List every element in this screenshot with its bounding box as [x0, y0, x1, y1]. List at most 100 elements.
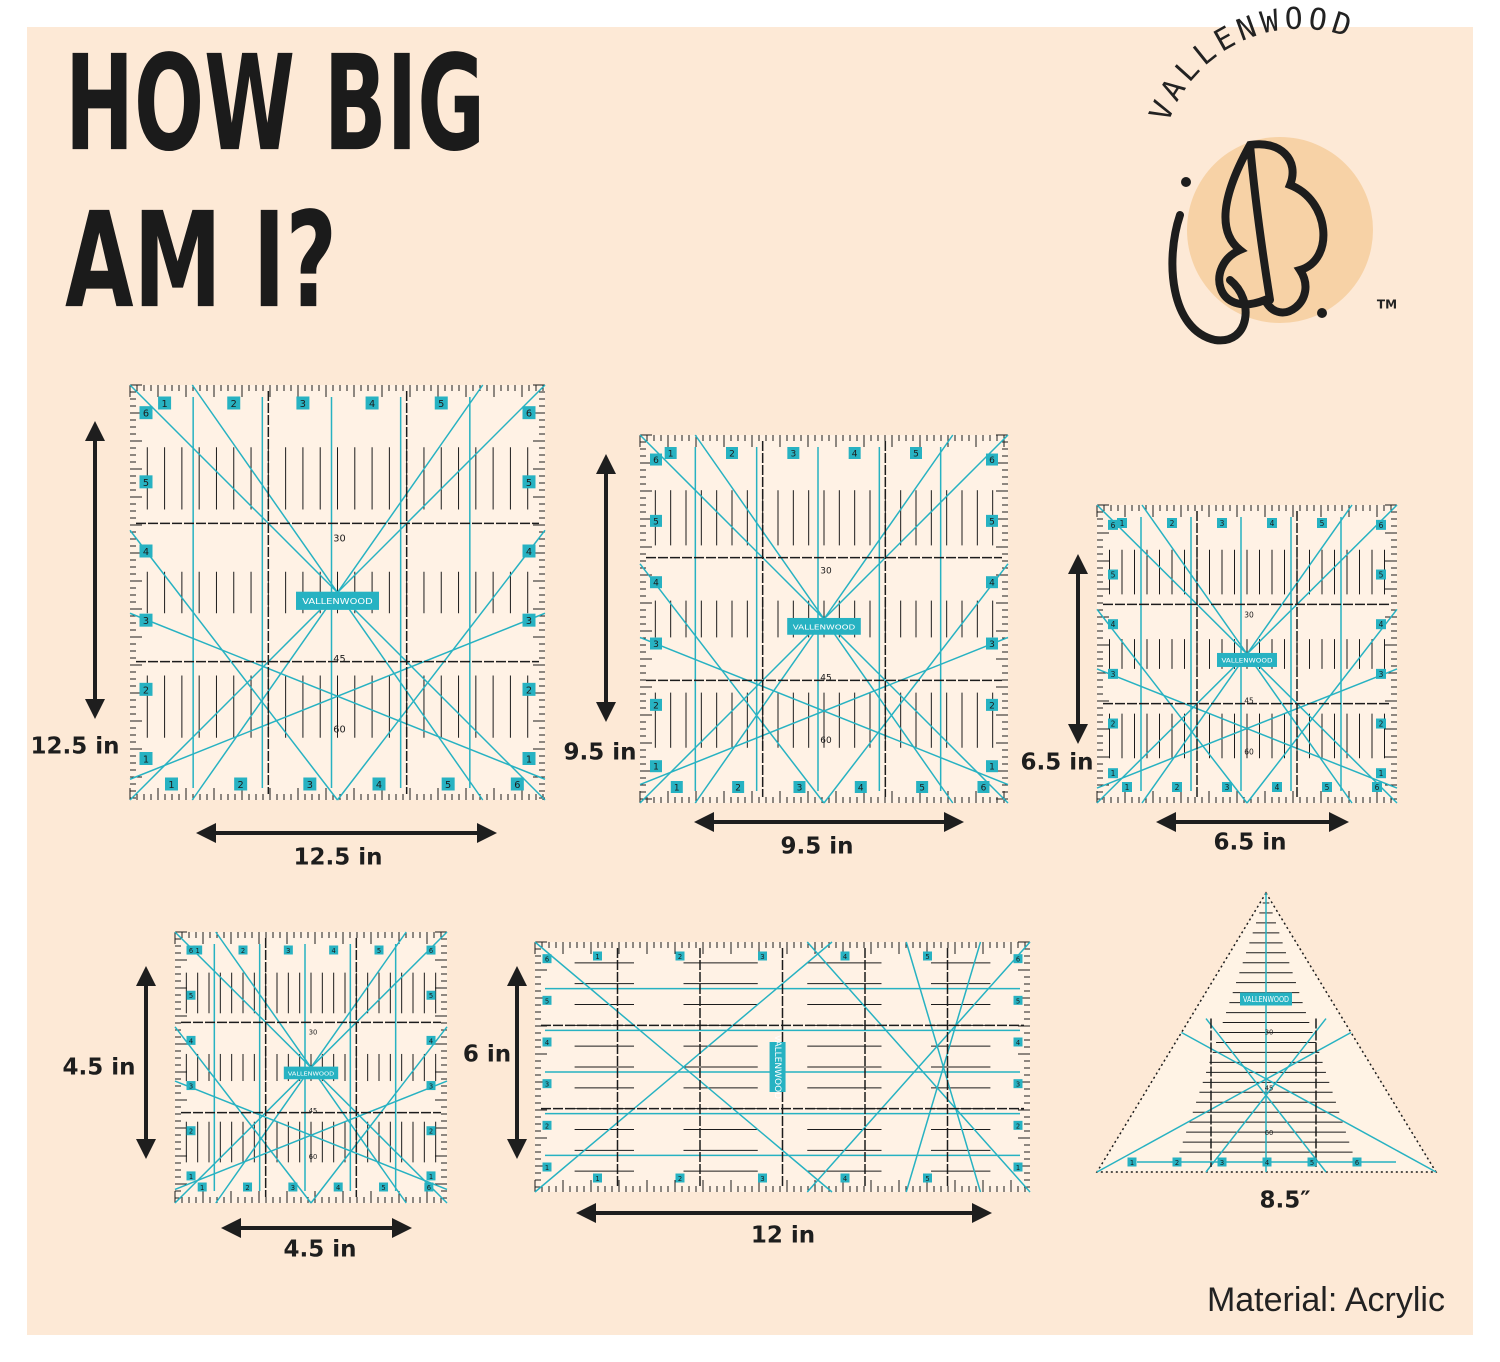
- ruler-number: 5: [545, 997, 549, 1005]
- ruler-number: 3: [286, 947, 290, 955]
- diagonal: [174, 1026, 312, 1204]
- logo-label-box: [296, 591, 379, 610]
- title-line: AM I?: [65, 184, 337, 338]
- ruler-number: 3: [1225, 783, 1230, 792]
- ruler-number: 5: [1379, 571, 1384, 580]
- ruler-number: 6: [526, 409, 532, 420]
- ruler-number: 3: [1220, 519, 1225, 528]
- ruler-number: 2: [238, 780, 244, 791]
- logo-label: VALLENWOOD: [1243, 995, 1289, 1004]
- ruler-number: 6: [981, 784, 987, 794]
- ruler-number: 1: [189, 1173, 193, 1181]
- number-box: [1272, 782, 1282, 792]
- ruler-number: 6: [189, 947, 193, 955]
- diagonal: [639, 636, 1009, 786]
- ruler-number: 4: [526, 547, 532, 558]
- number-box: [650, 576, 662, 589]
- number-box: [139, 682, 153, 696]
- number-box: [910, 447, 922, 459]
- number-box: [234, 777, 248, 791]
- number-box: [1108, 569, 1118, 580]
- logo-circle: [1187, 137, 1373, 323]
- ruler-number: 1: [429, 1173, 433, 1181]
- number-box: [542, 1120, 552, 1130]
- number-box: [1117, 518, 1127, 528]
- number-box: [977, 781, 990, 793]
- ruler-number: 4: [1111, 620, 1116, 629]
- dimension-label: 6.5 in: [1213, 830, 1286, 856]
- number-box: [522, 682, 536, 696]
- dimension-label: 6.5 in: [1020, 750, 1093, 776]
- ruler-number: 5: [381, 1184, 385, 1192]
- ruler-number: 3: [545, 1081, 549, 1089]
- number-box: [1108, 619, 1118, 630]
- ruler-number: 4: [336, 1184, 340, 1192]
- number-box: [165, 777, 178, 791]
- ruler-number: 3: [989, 640, 995, 650]
- number-box: [186, 1171, 196, 1181]
- number-box: [186, 990, 196, 1000]
- ruler-number: 2: [678, 1175, 682, 1183]
- ruler-number: 6: [545, 956, 549, 964]
- number-box: [374, 945, 384, 955]
- logo-label: VALLENWOOD: [772, 1035, 782, 1099]
- ruler-number: 3: [760, 953, 764, 961]
- angle-label: 60: [309, 1153, 318, 1161]
- ruler-number: 5: [377, 947, 381, 955]
- angle-label: 45: [1265, 1084, 1274, 1092]
- number-box: [758, 951, 767, 961]
- dimension-label: 12.5 in: [30, 734, 119, 760]
- ruler-number: 3: [526, 616, 532, 627]
- diagonal: [336, 529, 546, 801]
- number-box: [1013, 995, 1023, 1005]
- number-box: [186, 945, 196, 955]
- number-box: [522, 406, 536, 420]
- number-box: [1108, 668, 1118, 679]
- diagonal: [1096, 1031, 1352, 1173]
- ruler-number: 5: [189, 992, 193, 1000]
- ruler-number: 5: [445, 780, 451, 791]
- ruler-number: 5: [1320, 519, 1325, 528]
- logo-label: VALLENWOOD: [1222, 657, 1273, 664]
- ruler-number: 3: [1220, 1159, 1224, 1167]
- number-box: [650, 637, 662, 650]
- number-box: [333, 1182, 343, 1192]
- diagonal: [534, 941, 833, 1193]
- number-box: [1372, 782, 1382, 792]
- number-box: [283, 945, 293, 955]
- ruler-number: 1: [1130, 1159, 1134, 1167]
- ruler-number: 5: [1310, 1159, 1314, 1167]
- title-line: HOW BIG: [65, 27, 485, 181]
- ruler-number: 4: [1379, 620, 1384, 629]
- number-box: [1307, 1157, 1317, 1167]
- number-box: [1376, 718, 1386, 729]
- number-box: [542, 1162, 552, 1172]
- angle-label: 30: [1244, 610, 1254, 619]
- dimension-label: 12 in: [751, 1223, 815, 1249]
- ruler-number: 3: [429, 1083, 433, 1091]
- number-box: [426, 1035, 436, 1045]
- ruler-number: 2: [545, 1122, 549, 1130]
- ruler-number: 1: [143, 755, 149, 766]
- logo-label-box: [1217, 652, 1277, 667]
- ruler-number: 4: [429, 1037, 433, 1045]
- angle-label: 30: [309, 1028, 318, 1036]
- number-box: [650, 760, 662, 773]
- number-box: [986, 453, 998, 466]
- number-box: [139, 752, 153, 765]
- ruler-number: 6: [1355, 1159, 1359, 1167]
- ruler-number: 1: [595, 953, 599, 961]
- ruler-number: 5: [925, 1175, 929, 1183]
- ruler-number: 2: [653, 701, 659, 711]
- ruler: 1 1 1 1 2 2 2 2 3 3 3 3 4 4 4 4 5 5 5 5 6 6 VALLENWOOD: [534, 941, 1031, 1193]
- ruler-number: 6: [143, 409, 149, 420]
- ruler-number: 2: [678, 953, 682, 961]
- ruler-number: 1: [674, 784, 680, 794]
- ruler-number: 4: [1265, 1159, 1269, 1167]
- number-box: [593, 1173, 602, 1183]
- ruler-number: 6: [989, 456, 995, 466]
- ruler-number: 1: [526, 755, 532, 766]
- ruler-number: 2: [241, 947, 245, 955]
